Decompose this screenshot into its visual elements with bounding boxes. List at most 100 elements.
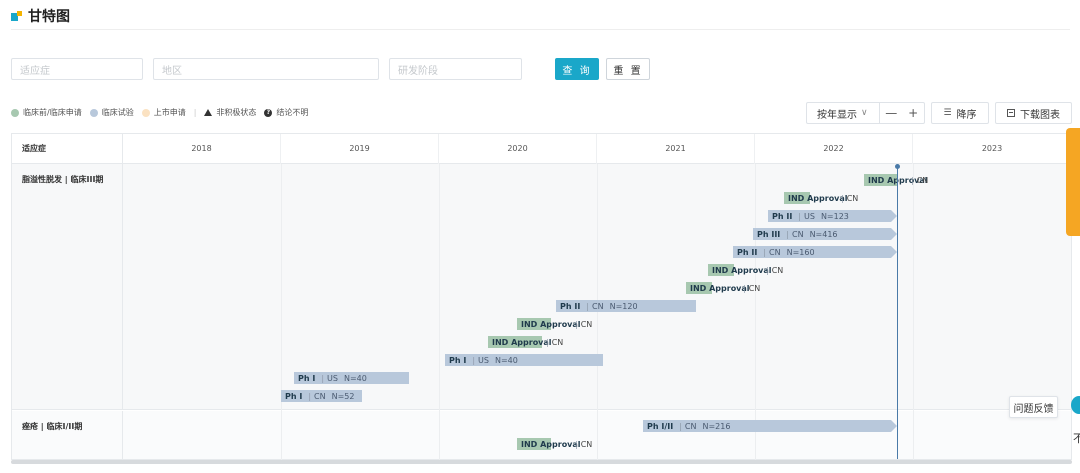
legend-label: 上市申请 xyxy=(153,108,186,117)
bar-separator: | xyxy=(321,373,325,383)
bar-sample-size: N=416 xyxy=(809,229,838,239)
bar-separator: | xyxy=(586,301,589,311)
horizontal-scrollbar[interactable] xyxy=(11,460,1072,464)
timeline-bar[interactable]: Ph I/II | CN N=216 xyxy=(643,420,897,432)
bar-suffix: | CN xyxy=(572,318,592,330)
bar-phase: Ph III xyxy=(757,229,781,239)
edge-text: 不 xyxy=(1073,432,1080,445)
bar-phase: IND Approval xyxy=(712,265,772,275)
bar-separator: | xyxy=(841,193,844,203)
timeline-bar[interactable]: Ph II | US N=123 xyxy=(768,210,897,222)
bar-separator: | xyxy=(472,355,476,365)
row-label: 脂溢性脱发 | 临床III期 xyxy=(12,164,123,409)
view-controls: 按年显示 ∨ — + xyxy=(806,102,925,124)
bar-phase: Ph I/II xyxy=(647,421,674,431)
year-header: 2021 xyxy=(597,134,755,164)
bar-location: US xyxy=(804,211,815,221)
legend-item-inactive: 非积极状态 xyxy=(204,107,256,118)
gantt-row: 脂溢性脱发 | 临床III期 xyxy=(12,164,1071,410)
today-marker-line xyxy=(897,165,898,459)
download-button[interactable]: 下载图表 xyxy=(995,102,1072,124)
bar-suffix: | CN xyxy=(908,174,928,186)
bar-sample-size: N=216 xyxy=(702,421,731,431)
timeline-bar[interactable]: IND Approval xyxy=(686,282,750,294)
region-filter[interactable] xyxy=(153,58,379,82)
bar-separator: | xyxy=(766,265,769,275)
bar-separator: | xyxy=(308,391,312,401)
bar-location: CN xyxy=(314,391,326,401)
triangle-icon xyxy=(204,109,213,116)
timeline-bar[interactable]: IND Approval xyxy=(517,318,581,330)
gantt-chart: 适应症 2018 2019 2020 2021 2022 2023 脂溢性脱发 … xyxy=(11,133,1072,460)
legend-separator: | xyxy=(193,108,197,117)
bar-phase: Ph I xyxy=(449,355,467,365)
indication-filter[interactable] xyxy=(11,58,143,82)
bar-location: CN xyxy=(580,439,593,449)
bar-separator: | xyxy=(743,283,746,293)
legend-dot-icon xyxy=(89,108,98,117)
gantt-chart-icon xyxy=(11,10,22,22)
legend-label: 临床试验 xyxy=(101,108,134,117)
question-icon: ? xyxy=(264,108,273,117)
year-header: 2023 xyxy=(981,144,1003,153)
year-gridline xyxy=(597,164,598,460)
sort-icon: ☰ xyxy=(943,108,952,118)
timeline-bar[interactable]: Ph I | US N=40 xyxy=(294,372,409,384)
bar-sample-size: N=40 xyxy=(343,373,367,383)
legend-item-preclinical: 临床前/临床申请 xyxy=(11,107,82,118)
view-mode-select[interactable]: 按年显示 ∨ xyxy=(807,103,881,123)
bar-suffix: | CN xyxy=(740,282,760,294)
bar-separator: | xyxy=(786,229,789,239)
gantt-header: 适应症 2018 2019 2020 2021 2022 2023 xyxy=(12,134,1071,164)
bar-phase: Ph II xyxy=(560,301,581,311)
bar-location: US xyxy=(478,355,489,365)
legend-dot-icon xyxy=(11,108,19,117)
query-button[interactable]: 查 询 xyxy=(555,58,599,80)
bar-location: CN xyxy=(846,193,859,203)
bar-location: CN xyxy=(769,247,781,257)
bar-sample-size: N=52 xyxy=(331,391,355,401)
bar-separator: | xyxy=(575,439,578,449)
reset-button[interactable]: 重 置 xyxy=(606,58,650,80)
timeline-bar[interactable]: IND Approval xyxy=(864,174,928,186)
year-header: 2019 xyxy=(281,134,439,164)
year-gridline xyxy=(439,164,440,460)
bar-phase: Ph I xyxy=(298,373,316,383)
stage-input[interactable] xyxy=(390,61,521,82)
year-gridline xyxy=(281,164,282,460)
sort-button[interactable]: ☰ 降序 xyxy=(931,102,989,124)
bar-phase: Ph I xyxy=(285,391,303,401)
sort-label: 降序 xyxy=(956,109,977,121)
timeline-bar[interactable]: IND Approval xyxy=(488,336,552,348)
legend-item-clinical: 临床试验 xyxy=(89,107,134,118)
zoom-out-button[interactable]: — xyxy=(885,106,898,120)
timeline-bar[interactable]: Ph I | US N=40 xyxy=(445,354,603,366)
timeline-bar[interactable]: IND Approval xyxy=(784,192,848,204)
bar-location: CN xyxy=(592,301,604,311)
timeline-bar[interactable]: Ph III | CN N=416 xyxy=(753,228,897,240)
bar-sample-size: N=123 xyxy=(820,211,849,221)
bar-location: CN xyxy=(771,265,784,275)
region-input[interactable] xyxy=(154,61,378,82)
timeline-bar[interactable]: IND Approval xyxy=(708,264,772,276)
download-label: 下载图表 xyxy=(1020,109,1060,121)
timeline-bar[interactable]: Ph II | CN N=160 xyxy=(733,246,897,258)
side-promo-tab[interactable] xyxy=(1066,128,1080,236)
timeline-bar[interactable]: Ph II | CN N=120 xyxy=(556,300,696,312)
timeline-bar[interactable]: Ph I | CN N=52 xyxy=(281,390,362,402)
indication-input[interactable] xyxy=(12,61,142,82)
bar-location: CN xyxy=(916,175,929,185)
legend: 临床前/临床申请 临床试验 上市申请 | 非积极状态 ? 结论不明 xyxy=(11,107,316,118)
bar-location: CN xyxy=(551,337,564,347)
chat-icon[interactable] xyxy=(1071,396,1080,414)
bar-separator: | xyxy=(763,247,766,257)
stage-filter[interactable] xyxy=(389,58,522,82)
timeline-bar[interactable]: IND Approval xyxy=(517,438,581,450)
chevron-down-icon: ∨ xyxy=(861,108,868,118)
column-header: 适应症 xyxy=(12,134,123,164)
year-header: 2022 xyxy=(755,134,913,164)
feedback-button[interactable]: 问题反馈 xyxy=(1009,396,1058,418)
legend-label: 结论不明 xyxy=(276,108,309,117)
zoom-in-button[interactable]: + xyxy=(908,106,919,120)
legend-label: 非积极状态 xyxy=(216,108,257,117)
